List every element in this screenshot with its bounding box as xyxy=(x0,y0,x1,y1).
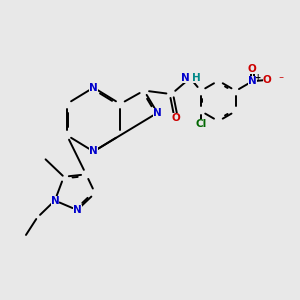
Text: Cl: Cl xyxy=(195,118,206,128)
Text: N: N xyxy=(248,76,256,86)
Text: N: N xyxy=(89,146,98,157)
Text: N: N xyxy=(182,73,190,83)
Text: O: O xyxy=(263,75,272,85)
Text: N: N xyxy=(153,108,162,118)
Text: N: N xyxy=(50,196,59,206)
Text: N: N xyxy=(73,205,82,215)
Text: N: N xyxy=(89,82,98,93)
Text: ⁻: ⁻ xyxy=(278,75,284,85)
Text: +: + xyxy=(254,73,260,82)
Text: H: H xyxy=(192,73,200,83)
Text: O: O xyxy=(172,113,181,123)
Text: O: O xyxy=(248,64,256,74)
